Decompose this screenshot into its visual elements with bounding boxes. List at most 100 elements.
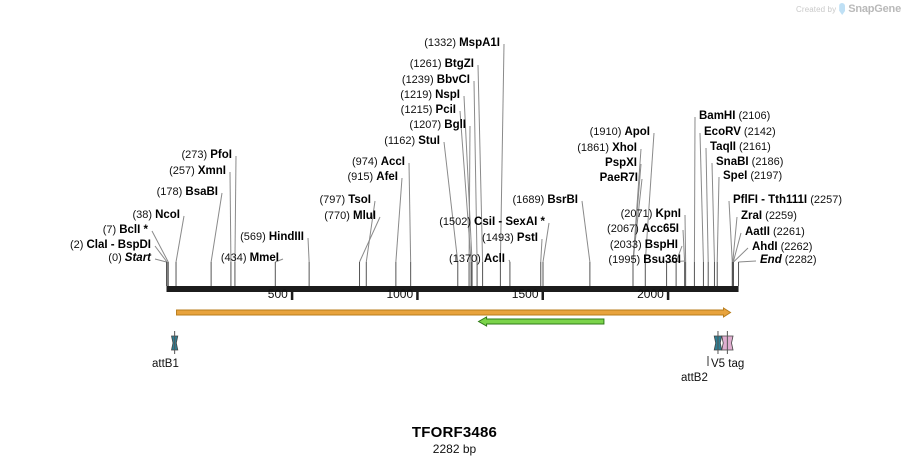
- enzyme-name: ApoI: [624, 126, 650, 138]
- ruler-tick-label: 1000: [386, 287, 413, 301]
- enzyme-position: (1910): [589, 126, 625, 138]
- enzyme-position: (2033): [609, 239, 645, 251]
- enzyme-position: (1370): [449, 253, 484, 265]
- enzyme-label: (38) NcoI: [132, 209, 180, 221]
- leader-line: [473, 80, 478, 263]
- leader-line: [705, 147, 709, 263]
- enzyme-label: (770) MluI: [324, 210, 376, 222]
- enzyme-position: (257): [169, 165, 198, 177]
- enzyme-position: (2067): [607, 223, 642, 235]
- enzyme-name: PaeR7I: [599, 172, 638, 184]
- enzyme-label: (1910) ApoI: [590, 126, 650, 138]
- enzyme-position: (2071): [620, 208, 656, 220]
- enzyme-name: BclI *: [119, 224, 148, 236]
- enzyme-label: (1370) AclI: [449, 253, 505, 265]
- enzyme-position: (2106): [735, 110, 771, 122]
- enzyme-label: (1332) MspA1I: [424, 37, 500, 49]
- leader-line: [732, 216, 738, 263]
- enzyme-label: (257) XmnI: [169, 165, 226, 177]
- feature-arrow: [477, 316, 605, 327]
- watermark-created-by: Created by: [796, 4, 837, 14]
- leader-line: [234, 155, 237, 263]
- enzyme-label: (569) HindIII: [240, 231, 304, 243]
- enzyme-label: PaeR7I: [600, 172, 638, 184]
- enzyme-position: (2259): [762, 210, 797, 222]
- enzyme-position: (434): [220, 252, 250, 264]
- enzyme-position: (1261): [409, 58, 445, 70]
- enzyme-position: (2142): [740, 126, 776, 138]
- enzyme-name: End: [760, 254, 782, 266]
- enzyme-label: (1219) NspI: [400, 89, 460, 101]
- enzyme-label: (1239) BbvCI: [402, 74, 470, 86]
- leader-line: [499, 43, 505, 263]
- snapgene-logo-icon: [839, 3, 846, 15]
- enzyme-label: AatII (2261): [745, 226, 805, 238]
- enzyme-label: PflFI - Tth111I (2257): [733, 194, 842, 206]
- enzyme-label: AhdI (2262): [752, 241, 812, 253]
- leader-line: [508, 259, 511, 263]
- enzyme-label: (974) AccI: [352, 156, 405, 168]
- enzyme-position: (1493): [482, 232, 517, 244]
- leader-line: [732, 232, 742, 263]
- feature-glyph: [713, 335, 723, 351]
- enzyme-name: BsaBI: [185, 186, 218, 198]
- enzyme-position: (1689): [512, 194, 548, 206]
- enzyme-label: TaqII (2161): [710, 141, 771, 153]
- enzyme-name: TaqII: [710, 141, 736, 153]
- enzyme-label: (0) Start: [108, 252, 151, 264]
- enzyme-name: BsrBI: [547, 194, 578, 206]
- enzyme-name: CsiI - SexAI *: [474, 216, 545, 228]
- enzyme-position: (178): [156, 186, 186, 198]
- leader-line: [154, 245, 168, 263]
- enzyme-position: (915): [347, 171, 377, 183]
- enzyme-label: (1861) XhoI: [577, 142, 637, 154]
- enzyme-label: (797) TsoI: [319, 194, 371, 206]
- enzyme-name: Bsu36I: [643, 254, 681, 266]
- enzyme-name: BglI: [444, 119, 466, 131]
- feature-label-v5tag: V5 tag: [711, 358, 745, 370]
- leader-line: [728, 200, 733, 263]
- enzyme-name: XmnI: [197, 165, 226, 177]
- enzyme-position: (2261): [769, 226, 805, 238]
- leader-line: [359, 216, 381, 263]
- enzyme-name: NspI: [435, 89, 460, 101]
- enzyme-label: SpeI (2197): [723, 170, 782, 182]
- enzyme-name: MspA1I: [459, 37, 500, 49]
- enzyme-label: (1689) BsrBI: [512, 194, 578, 206]
- feature-label-attB1: attB1: [152, 358, 179, 370]
- sequence-backbone: [166, 286, 739, 292]
- enzyme-position: (2282): [781, 254, 817, 266]
- leader-line: [684, 214, 687, 263]
- enzyme-label: (915) AfeI: [348, 171, 398, 183]
- feature-glyph: [171, 335, 179, 351]
- enzyme-position: (1162): [384, 135, 419, 147]
- enzyme-position: (1219): [400, 89, 436, 101]
- snapgene-watermark: Created by SnapGene: [796, 3, 901, 15]
- enzyme-name: AfeI: [376, 171, 398, 183]
- enzyme-label: (434) MmeI: [221, 252, 279, 264]
- leader-line: [307, 237, 310, 263]
- enzyme-label: (1493) PstI: [482, 232, 538, 244]
- enzyme-name: BspHI: [644, 239, 678, 251]
- enzyme-position: (1332): [424, 37, 460, 49]
- enzyme-position: (1502): [439, 216, 475, 228]
- leader-line: [229, 171, 232, 263]
- enzyme-label: SnaBI (2186): [716, 156, 783, 168]
- leader-line: [581, 200, 591, 263]
- enzyme-name: TsoI: [348, 194, 371, 206]
- enzyme-position: (2257): [807, 194, 842, 206]
- enzyme-label: EcoRV (2142): [704, 126, 776, 138]
- enzyme-label: (178) BsaBI: [157, 186, 218, 198]
- enzyme-position: (2197): [747, 170, 783, 182]
- enzyme-position: (0): [108, 252, 125, 264]
- enzyme-label: (2067) Acc65I: [607, 223, 679, 235]
- enzyme-label: (273) PfoI: [182, 149, 232, 161]
- enzyme-name: EcoRV: [704, 126, 741, 138]
- ruler-tick-label: 1500: [512, 287, 539, 301]
- enzyme-name: PciI: [435, 104, 456, 116]
- enzyme-name: MluI: [353, 210, 376, 222]
- enzyme-label: (1162) StuI: [384, 135, 440, 147]
- feature-glyph: [721, 335, 734, 351]
- ruler-tick: [666, 292, 670, 300]
- enzyme-position: (38): [132, 209, 156, 221]
